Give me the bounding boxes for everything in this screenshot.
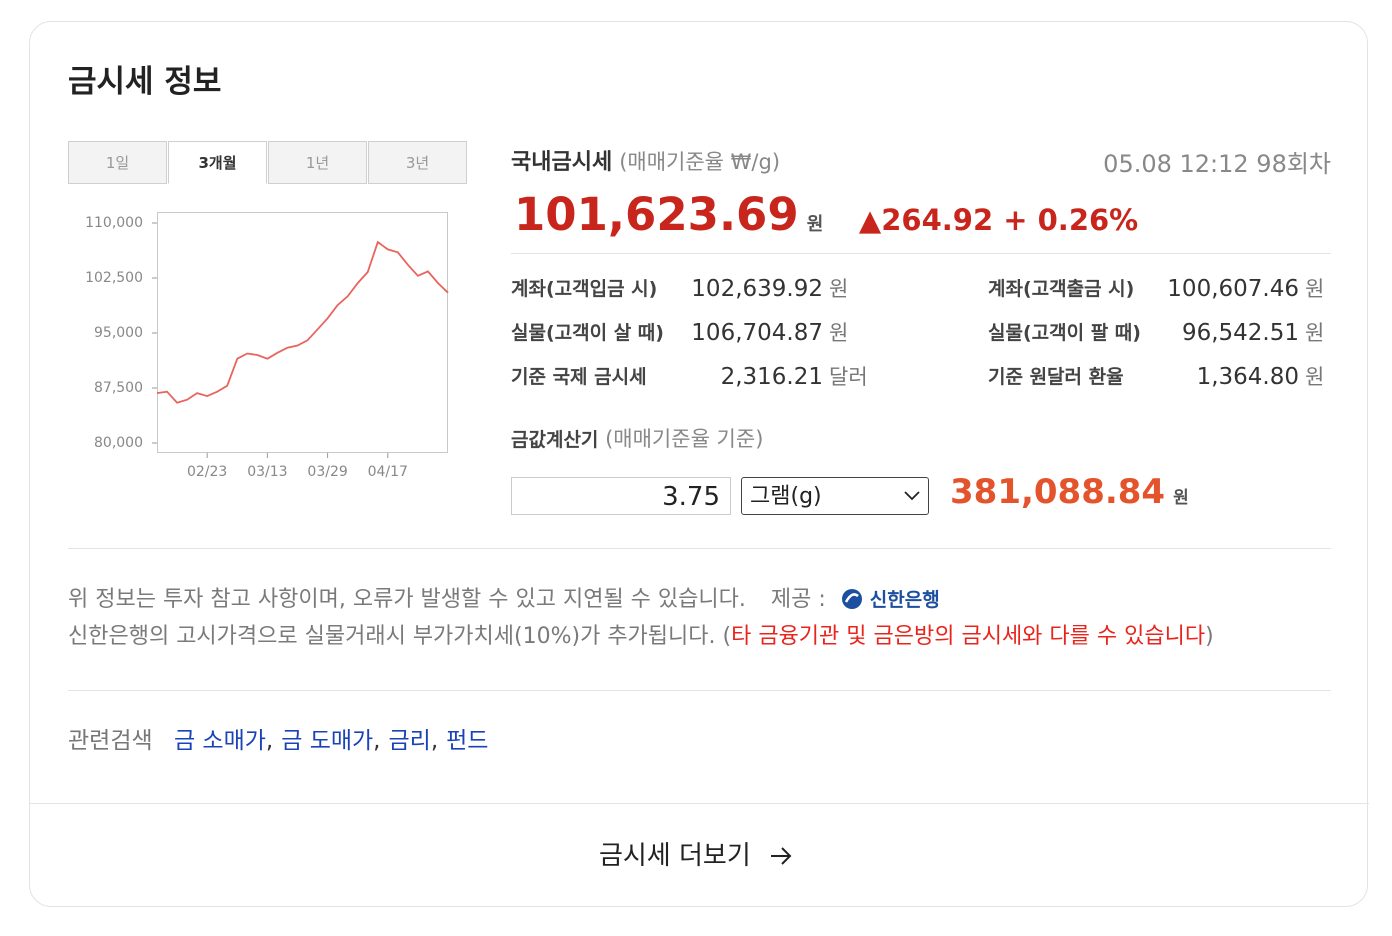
y-tick-label: 80,000 [94, 435, 143, 451]
calculator-subtitle: (매매기준율 기준) [605, 427, 764, 451]
price-line [156, 240, 449, 404]
row-label: 실물(고객이 팔 때) [988, 322, 1141, 344]
card-title: 금시세 정보 [68, 64, 222, 100]
row-label: 기준 국제 금시세 [511, 366, 647, 388]
period-tab[interactable]: 1년 [268, 141, 367, 184]
price-chart: 80,000 87,500 95,000 102,500 110,000 02/23 03/… [85, 215, 449, 480]
divider [68, 548, 1331, 549]
x-tick-label: 02/23 [187, 464, 227, 480]
price-unit: 원 [806, 214, 824, 235]
note-warning: 타 금융기관 및 금은방의 금시세와 다를 수 있습니다 [731, 624, 1206, 649]
row-label: 실물(고객이 살 때) [511, 322, 664, 344]
chart-frame [157, 212, 448, 453]
row-label: 기준 원달러 환율 [988, 366, 1124, 388]
weight-input[interactable]: 3.75 [511, 477, 731, 515]
x-tick-label: 03/29 [307, 464, 347, 480]
note-text: 위 정보는 투자 참고 사항이며, 오류가 발생할 수 있고 지연될 수 있습니… [68, 587, 746, 612]
y-tick-label: 102,500 [85, 270, 143, 286]
result-value: 381,088.84 [950, 472, 1166, 512]
timestamp: 05.08 12:12 98회차 [1103, 150, 1331, 178]
y-tick-label: 110,000 [85, 215, 143, 231]
divider [511, 253, 1331, 254]
divider [68, 690, 1331, 691]
calculator-result: 381,088.84 원 [950, 475, 1189, 509]
row-unit: 달러 [829, 365, 868, 389]
provider-label: 제공 : [770, 587, 826, 612]
note-line-2: 신한은행의 고시가격으로 실물거래시 부가가치세(10%)가 추가됩니다. (타… [68, 626, 1214, 648]
row-label: 계좌(고객출금 시) [988, 278, 1135, 300]
note-text: ) [1205, 624, 1214, 649]
price-change: ▲264.92 + 0.26% [858, 203, 1139, 237]
related-label: 관련검색 [68, 728, 153, 754]
domestic-title: 국내금시세 [511, 150, 613, 175]
y-tick-label: 87,500 [94, 380, 143, 396]
arrow-icon [771, 847, 792, 865]
domestic-subtitle: (매매기준율 ₩/g) [619, 150, 781, 174]
more-button[interactable]: 금시세 더보기 [0, 843, 1392, 869]
row-unit: 원 [1305, 277, 1325, 301]
row-unit: 원 [1305, 365, 1325, 389]
bank-logo [841, 589, 862, 609]
related-link[interactable]: 금 도매가 [281, 728, 374, 754]
x-tick-label: 03/13 [247, 464, 287, 480]
period-tab[interactable]: 1일 [68, 141, 167, 184]
separator: , [265, 728, 274, 754]
note-line-1: 위 정보는 투자 참고 사항이며, 오류가 발생할 수 있고 지연될 수 있습니… [68, 588, 940, 611]
y-tick-label: 95,000 [94, 325, 143, 341]
row-value: 1,364.80 [1196, 364, 1299, 390]
more-text: 금시세 더보기 [598, 841, 751, 871]
unit-select-text: 그램(g) [750, 484, 822, 509]
price: 101,623.69 [514, 188, 799, 241]
separator: , [373, 728, 381, 754]
row-value: 106,704.87 [691, 320, 823, 346]
calculator-title: 금값계산기 [511, 429, 599, 451]
unit-select[interactable]: 그램(g) [741, 477, 929, 515]
period-tab[interactable]: 3년 [368, 141, 467, 184]
separator: , [430, 728, 439, 754]
divider [30, 803, 1369, 804]
row-value: 102,639.92 [691, 276, 823, 302]
result-unit: 원 [1173, 488, 1189, 508]
row-label: 계좌(고객입금 시) [511, 278, 658, 300]
provider-name: 신한은행 [869, 589, 940, 611]
current-price: 101,623.69 원 ▲264.92 + 0.26% [514, 192, 1138, 237]
row-unit: 원 [829, 321, 849, 345]
related-search: 관련검색 금 소매가, 금 도매가, 금리, 펀드 [68, 730, 488, 753]
chevron-icon [904, 491, 920, 501]
x-tick-label: 04/17 [368, 464, 408, 480]
related-link[interactable]: 금리 [388, 728, 431, 754]
row-value: 100,607.46 [1167, 276, 1299, 302]
note-text: 신한은행의 고시가격으로 실물거래시 부가가치세(10%)가 추가됩니다. ( [68, 624, 732, 649]
related-link[interactable]: 금 소매가 [173, 728, 266, 754]
domestic-heading: 국내금시세 (매매기준율 ₩/g) [511, 152, 780, 174]
row-unit: 원 [829, 277, 849, 301]
row-unit: 원 [1305, 321, 1325, 345]
related-link[interactable]: 펀드 [446, 728, 489, 754]
gold-price-card [29, 21, 1368, 907]
row-value: 96,542.51 [1181, 320, 1299, 346]
row-value: 2,316.21 [720, 364, 823, 390]
period-tab[interactable]: 3개월 [168, 141, 267, 184]
calculator-heading: 금값계산기 (매매기준율 기준) [511, 429, 763, 450]
